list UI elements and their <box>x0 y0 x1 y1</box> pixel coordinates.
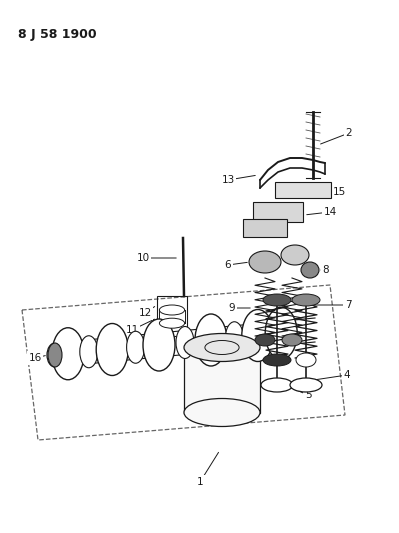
Ellipse shape <box>301 262 319 278</box>
Ellipse shape <box>184 399 260 426</box>
Text: 14: 14 <box>323 207 337 217</box>
Bar <box>253 202 303 222</box>
Ellipse shape <box>255 334 275 346</box>
Text: 13: 13 <box>221 175 235 185</box>
Text: 5: 5 <box>305 390 311 400</box>
Text: 7: 7 <box>345 300 351 310</box>
Text: 12: 12 <box>138 308 152 318</box>
Ellipse shape <box>48 343 62 367</box>
Ellipse shape <box>80 336 98 368</box>
Ellipse shape <box>292 294 320 306</box>
Ellipse shape <box>282 334 302 346</box>
Text: 2: 2 <box>346 128 352 138</box>
Ellipse shape <box>281 245 309 265</box>
Ellipse shape <box>242 310 274 361</box>
Ellipse shape <box>263 354 291 366</box>
Ellipse shape <box>290 378 322 392</box>
Text: 8: 8 <box>323 265 329 275</box>
Text: 3: 3 <box>233 353 239 363</box>
Bar <box>243 219 287 237</box>
Ellipse shape <box>195 314 227 366</box>
Text: 9: 9 <box>229 303 235 313</box>
Ellipse shape <box>47 343 63 367</box>
Ellipse shape <box>263 294 291 306</box>
Bar <box>184 348 260 413</box>
Ellipse shape <box>96 324 128 376</box>
Ellipse shape <box>249 251 281 273</box>
Ellipse shape <box>159 318 185 328</box>
Text: 11: 11 <box>125 325 138 335</box>
Text: 4: 4 <box>344 370 350 380</box>
Text: 10: 10 <box>136 253 150 263</box>
Ellipse shape <box>261 378 293 392</box>
Ellipse shape <box>159 305 185 315</box>
Ellipse shape <box>296 353 316 367</box>
Ellipse shape <box>176 327 194 359</box>
Bar <box>157 296 187 336</box>
Text: 16: 16 <box>28 353 41 363</box>
Text: 1: 1 <box>197 477 203 487</box>
Text: 6: 6 <box>225 260 231 270</box>
Ellipse shape <box>265 307 297 359</box>
Ellipse shape <box>52 328 84 379</box>
Text: 15: 15 <box>332 187 346 197</box>
Bar <box>275 182 331 198</box>
Text: 8 J 58 1900: 8 J 58 1900 <box>18 28 97 41</box>
Ellipse shape <box>225 322 243 354</box>
Ellipse shape <box>126 331 144 364</box>
Ellipse shape <box>143 319 175 371</box>
Ellipse shape <box>184 334 260 361</box>
